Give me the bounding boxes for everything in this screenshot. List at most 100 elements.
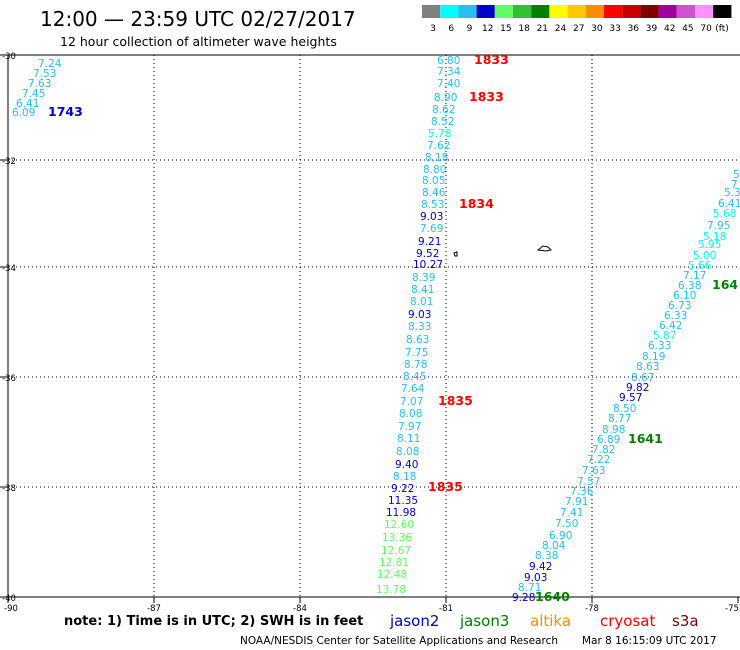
swh-label: 8.05 [422, 175, 445, 187]
color-scale-label: 6 [448, 24, 454, 34]
color-swatch [604, 5, 622, 18]
swh-label: 5.78 [428, 128, 451, 140]
track-center: 6.807.347.408.908.628.525.787.628.188.80… [376, 52, 509, 596]
swh-label: 7.50 [555, 518, 578, 530]
swh-label: 7.40 [437, 78, 460, 90]
swh-label: 8.78 [404, 359, 427, 371]
page-subtitle: 12 hour collection of altimeter wave hei… [60, 34, 337, 49]
lon-tick-label: -81 [439, 604, 453, 614]
island-shape [538, 246, 551, 251]
color-swatch [659, 5, 677, 18]
lon-tick-label: -87 [147, 604, 161, 614]
color-scale-label: 33 [609, 24, 620, 34]
time-label: 1834 [459, 196, 494, 211]
color-swatch [586, 5, 604, 18]
swh-label: 12.67 [381, 545, 411, 557]
color-scale-label: 39 [646, 24, 658, 34]
swh-label: 8.39 [412, 272, 435, 284]
swh-label: 9.03 [408, 309, 431, 321]
legend-item-jason3: jason3 [459, 612, 509, 630]
swh-label: 13.36 [382, 532, 412, 544]
page-title: 12:00 — 23:59 UTC 02/27/2017 [40, 7, 356, 31]
lat-tick-label: -38 [2, 484, 16, 494]
time-label: 1641 [628, 431, 663, 446]
color-swatch [495, 5, 513, 18]
color-scale-label: 24 [555, 24, 567, 34]
color-swatch [477, 5, 495, 18]
time-label: 1835 [428, 479, 463, 494]
time-label: 1835 [438, 393, 473, 408]
swh-label: 8.11 [397, 433, 420, 445]
swh-label: 8.18 [425, 152, 448, 164]
swh-label: 8.18 [393, 471, 416, 483]
swh-label: 8.90 [434, 92, 457, 104]
color-scale-label: 9 [467, 24, 473, 34]
color-scale-bar: 36912151821242730333639424570(ft) [422, 5, 731, 34]
map-frame [8, 55, 740, 597]
swh-label: 7.62 [427, 140, 450, 152]
swh-label: 8.46 [422, 187, 446, 199]
color-scale-unit: (ft) [715, 24, 729, 34]
swh-label: 10.27 [413, 259, 443, 271]
swh-label: 8.45 [403, 371, 426, 383]
swh-label: 5.68 [713, 208, 736, 220]
time-label: 1640 [535, 589, 570, 604]
swh-label: 7.75 [405, 347, 428, 359]
footer-timestamp: Mar 8 16:15:09 UTC 2017 [582, 635, 717, 647]
legend-item-jason2: jason2 [389, 612, 439, 630]
color-swatch [568, 5, 586, 18]
color-swatch [531, 5, 549, 18]
lat-tick-label: -34 [2, 264, 16, 274]
color-scale-label: 12 [482, 24, 493, 34]
legend-item-s3a: s3a [672, 612, 699, 630]
color-swatch [549, 5, 567, 18]
swh-label: 12.81 [379, 557, 409, 569]
swh-label: 7.97 [398, 421, 421, 433]
lon-tick-label: -75 [725, 604, 739, 614]
swh-label: 11.98 [386, 507, 416, 519]
lat-tick-label: -30 [2, 52, 16, 62]
color-scale-label: 70 [700, 24, 712, 34]
lat-tick-label: -36 [2, 374, 16, 384]
footer-note: note: 1) Time is in UTC; 2) SWH is in fe… [64, 614, 363, 629]
swh-label: 7.07 [400, 396, 423, 408]
swh-label: 8.08 [396, 446, 419, 458]
swh-label: 13.78 [376, 584, 406, 596]
color-swatch [513, 5, 531, 18]
legend-item-altika: altika [530, 612, 571, 630]
time-label: 1743 [48, 104, 83, 119]
color-swatch [677, 5, 695, 18]
color-scale-label: 27 [573, 24, 584, 34]
swh-label: 8.62 [432, 104, 455, 116]
color-scale-label: 30 [591, 24, 603, 34]
time-label: 1833 [474, 52, 509, 67]
lat-lon-grid [0, 55, 740, 603]
swh-label: 9.28 [512, 592, 535, 604]
swh-label: 9.22 [391, 483, 414, 495]
swh-label: 9.40 [395, 459, 418, 471]
swh-label: 8.52 [431, 116, 454, 128]
color-scale-label: 36 [628, 24, 640, 34]
color-scale-label: 42 [664, 24, 675, 34]
swh-label: 7.34 [437, 66, 461, 78]
color-scale-label: 45 [682, 24, 693, 34]
swh-label: 8.08 [399, 408, 422, 420]
swh-label: 6.09 [12, 107, 35, 119]
color-swatch [422, 5, 440, 18]
track-right: 5.75.36.415.687.955.185.955.005.667.176.… [512, 169, 740, 604]
color-scale-label: 3 [430, 24, 436, 34]
swh-label: 7.69 [420, 223, 443, 235]
swh-label: 8.33 [408, 321, 431, 333]
lat-tick-label: -40 [2, 594, 16, 604]
color-swatch [640, 5, 658, 18]
legend-item-cryosat: cryosat [600, 612, 655, 630]
swh-label: 12.60 [384, 519, 414, 531]
island-shape-small [454, 252, 457, 256]
footer-credit: NOAA/NESDIS Center for Satellite Applica… [240, 635, 558, 647]
swh-label: 8.41 [411, 284, 434, 296]
swh-label: 11.35 [388, 495, 418, 507]
color-scale-label: 18 [518, 24, 530, 34]
lon-tick-label: -90 [4, 604, 18, 614]
